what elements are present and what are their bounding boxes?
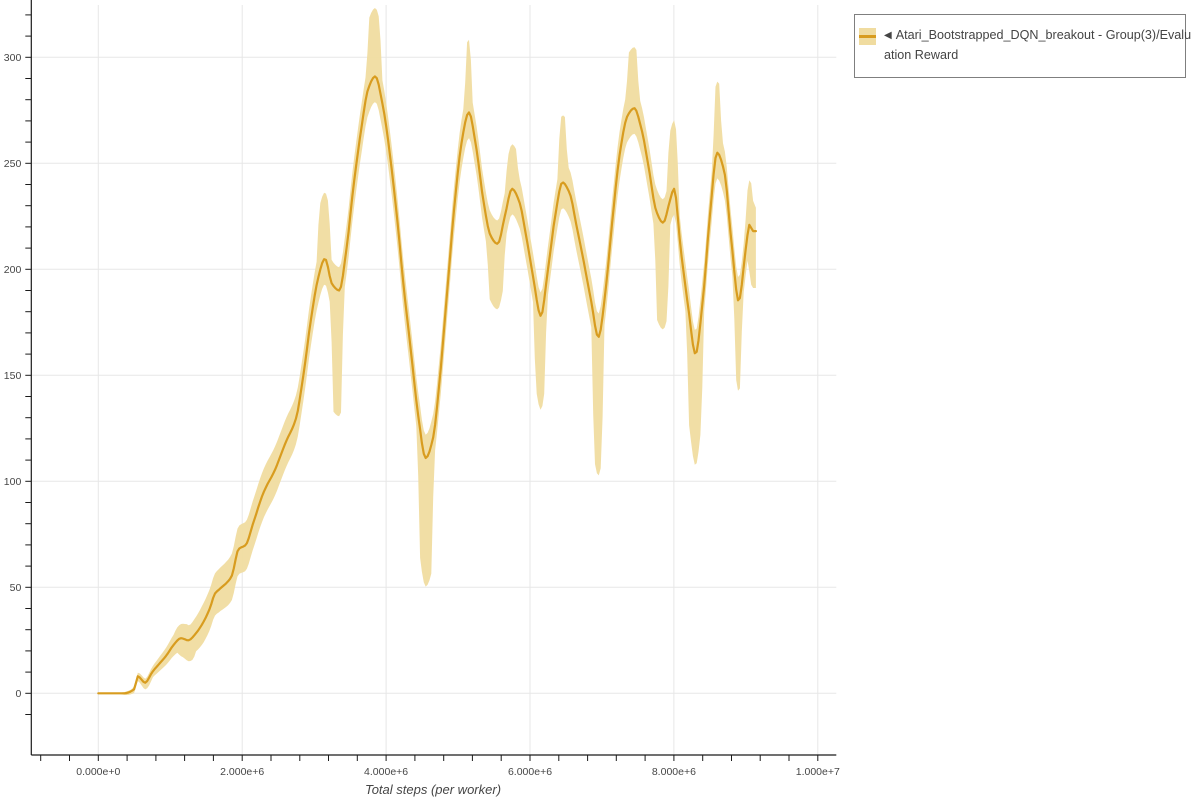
svg-text:100: 100 (4, 476, 22, 488)
svg-text:300: 300 (4, 52, 22, 64)
svg-text:0.000e+0: 0.000e+0 (76, 766, 120, 778)
svg-text:250: 250 (4, 158, 22, 170)
svg-text:1.000e+7: 1.000e+7 (796, 766, 840, 778)
svg-text:4.000e+6: 4.000e+6 (364, 766, 408, 778)
svg-text:Total steps (per worker): Total steps (per worker) (365, 782, 501, 797)
svg-text:50: 50 (10, 582, 22, 594)
svg-text:200: 200 (4, 264, 22, 276)
svg-text:8.000e+6: 8.000e+6 (652, 766, 696, 778)
svg-text:0: 0 (15, 688, 21, 700)
svg-text:6.000e+6: 6.000e+6 (508, 766, 552, 778)
svg-text:2.000e+6: 2.000e+6 (220, 766, 264, 778)
svg-text:150: 150 (4, 370, 22, 382)
